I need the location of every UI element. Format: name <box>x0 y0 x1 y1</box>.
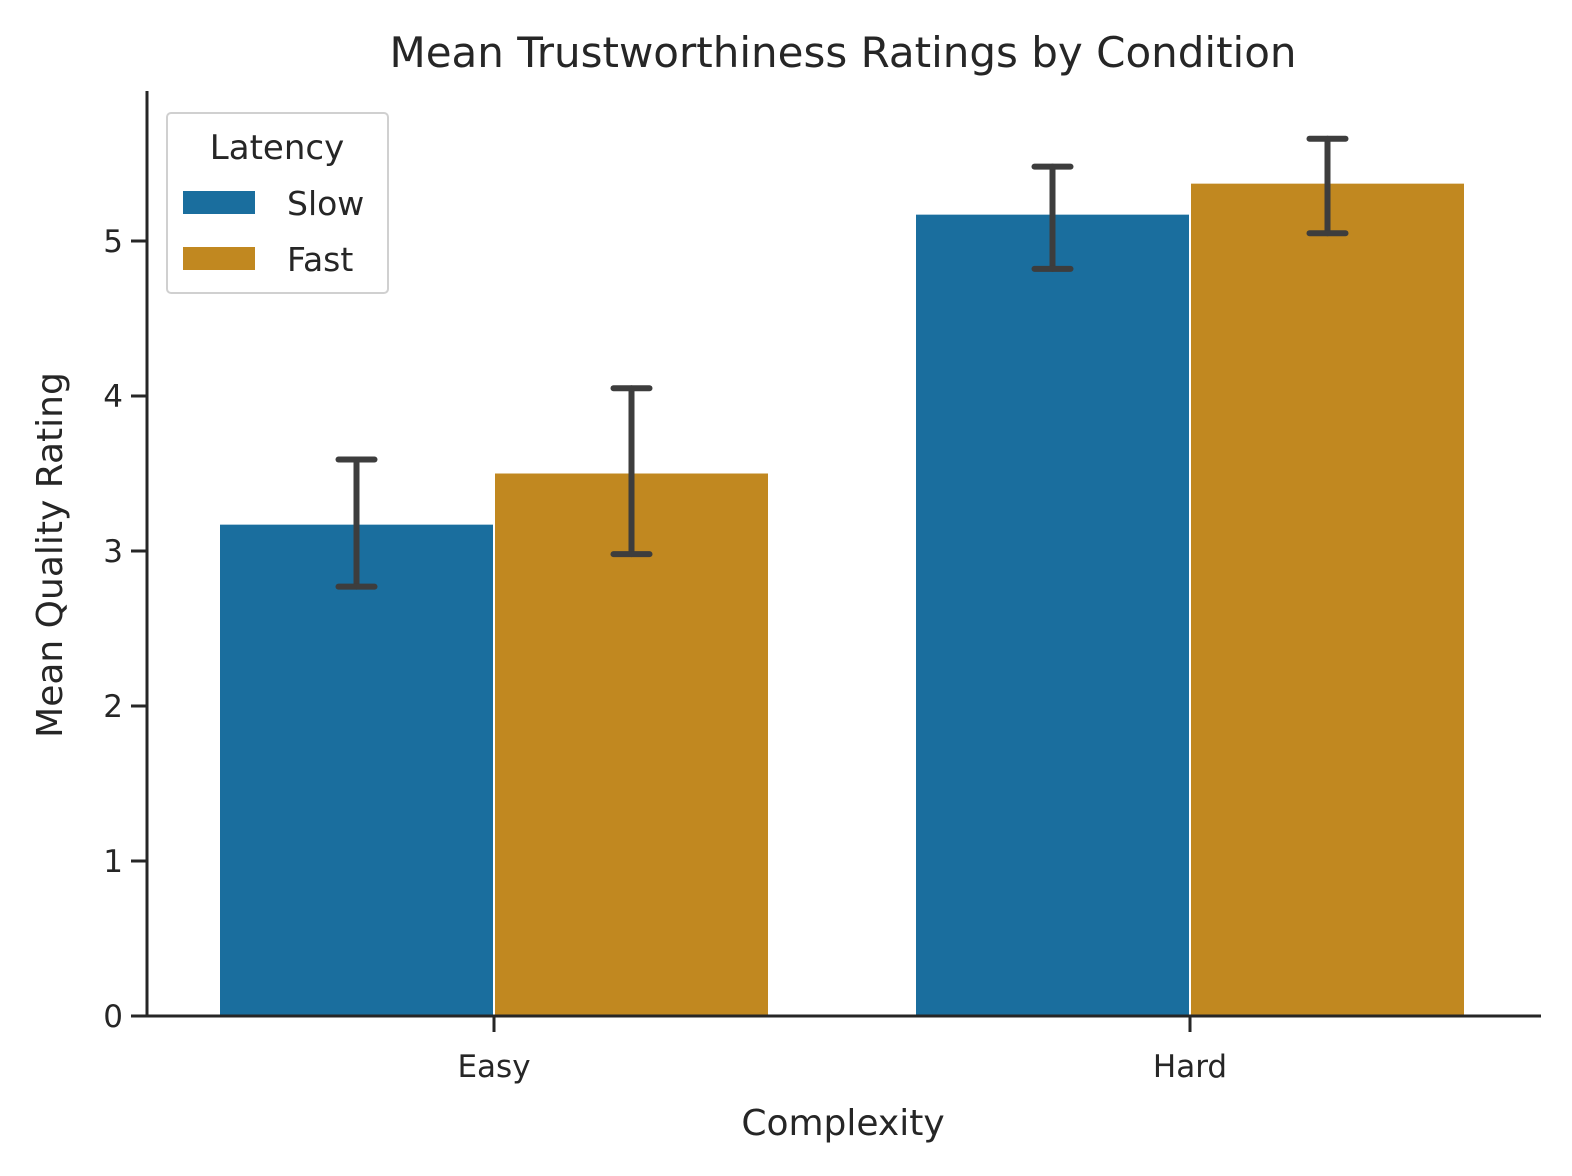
chart-title: Mean Trustworthiness Ratings by Conditio… <box>389 28 1296 77</box>
error-bar-slow-easy <box>335 456 378 590</box>
error-bar-slow-hard <box>1031 163 1074 272</box>
y-tick-label-5: 5 <box>103 224 123 260</box>
x-axis-label: Complexity <box>741 1103 944 1144</box>
legend-title: Latency <box>210 128 344 168</box>
bar-fast-easy <box>495 473 768 1016</box>
y-tick-label-0: 0 <box>103 999 123 1035</box>
y-tick-label-3: 3 <box>103 534 123 570</box>
bars-group <box>220 183 1464 1016</box>
y-axis-label: Mean Quality Rating <box>30 372 71 738</box>
y-tick-label-2: 2 <box>103 689 123 725</box>
y-ticks-group: 0 1 2 3 4 5 <box>103 224 147 1035</box>
bar-slow-easy <box>220 524 493 1016</box>
error-bars-group <box>335 135 1349 590</box>
x-tick-label-hard: Hard <box>1153 1049 1227 1085</box>
bar-fast-hard <box>1191 183 1464 1016</box>
error-bar-fast-hard <box>1306 135 1349 237</box>
legend: Latency Slow Fast <box>166 112 389 294</box>
legend-label-slow: Slow <box>287 184 364 223</box>
x-tick-label-easy: Easy <box>457 1049 530 1085</box>
error-bar-fast-easy <box>610 385 653 558</box>
y-tick-label-4: 4 <box>103 379 123 415</box>
y-tick-label-1: 1 <box>103 844 123 880</box>
legend-swatch-slow <box>183 191 255 214</box>
x-ticks-group: Easy Hard <box>457 1016 1227 1085</box>
legend-label-fast: Fast <box>287 240 353 279</box>
bar-slow-hard <box>916 214 1189 1016</box>
legend-swatch-fast <box>183 247 255 270</box>
